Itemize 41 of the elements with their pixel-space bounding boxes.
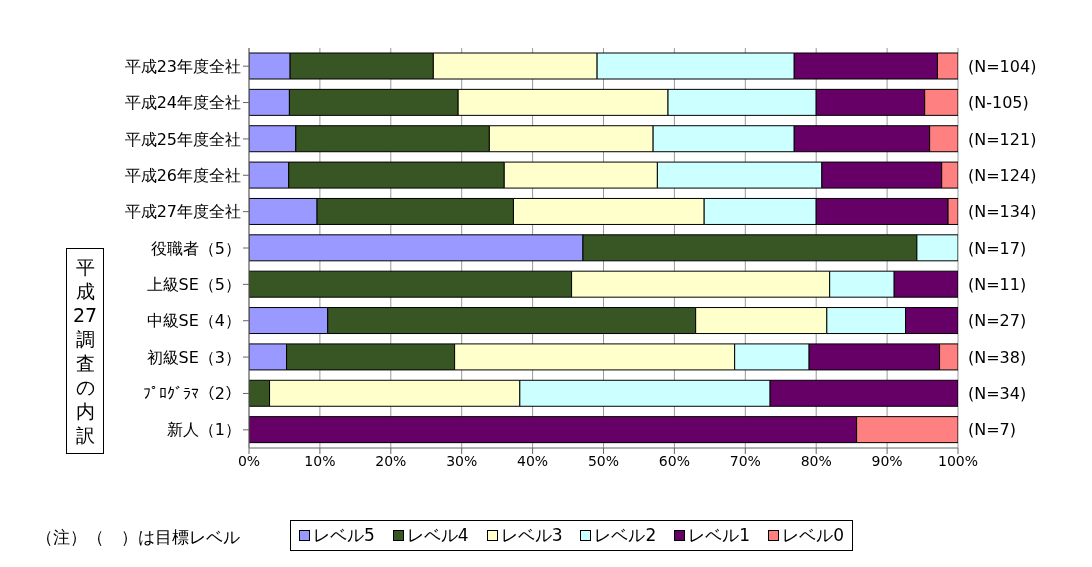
text: (N=124) xyxy=(968,165,1037,185)
legend-label: レベル2 xyxy=(593,524,657,547)
y-tick-label: 役職者（5） xyxy=(150,238,241,258)
x-tick-label: 70% xyxy=(729,452,761,469)
text: (N=121) xyxy=(968,129,1037,149)
text: (N=17) xyxy=(968,238,1027,258)
legend-label: レベル0 xyxy=(781,524,844,547)
y-tick-label: 平成27年度全社 xyxy=(124,202,241,222)
legend-label: レベル4 xyxy=(405,524,469,547)
text: (N=134) xyxy=(968,202,1037,222)
legend-label: レベル1 xyxy=(687,524,751,547)
y-tick-label: 新人（1） xyxy=(166,420,241,440)
text: (N=11) xyxy=(968,275,1027,295)
legend-label: レベル5 xyxy=(312,524,375,547)
x-tick-label: 30% xyxy=(446,452,478,469)
y-tick-label: 平成23年度全社 xyxy=(124,56,241,76)
text: (N=27) xyxy=(968,311,1027,331)
x-tick-label: 80% xyxy=(800,452,832,469)
text: (N-105) xyxy=(968,93,1029,113)
x-tick-label: 90% xyxy=(871,452,903,469)
text: (N=104) xyxy=(968,56,1037,76)
legend-label: レベル3 xyxy=(499,524,563,547)
text: (N=38) xyxy=(968,347,1027,367)
x-tick-label: 100% xyxy=(937,452,979,469)
text: 平成27調査の内訳 xyxy=(73,255,98,447)
y-tick-label: 平成25年度全社 xyxy=(124,129,241,149)
text: (N=34) xyxy=(968,384,1027,404)
y-tick-label: 上級SE（5） xyxy=(146,275,241,295)
y-tick-label: 平成26年度全社 xyxy=(124,165,241,185)
x-tick-label: 40% xyxy=(517,452,549,469)
y-tick-label: 平成24年度全社 xyxy=(124,93,241,113)
x-tick-label: 50% xyxy=(587,452,620,469)
y-tick-label: 初級SE（3） xyxy=(146,347,241,367)
y-tick-label: ﾌﾟﾛｸﾞﾗﾏ（2） xyxy=(142,384,241,404)
x-tick-label: 0% xyxy=(237,452,261,469)
y-tick-label: 中級SE（4） xyxy=(146,311,241,331)
x-tick-label: 60% xyxy=(658,452,690,469)
x-tick-label: 10% xyxy=(304,452,336,469)
text: (N=7) xyxy=(968,420,1017,440)
text: （注）（ ）は目標レベル xyxy=(36,526,240,549)
x-tick-label: 20% xyxy=(375,452,407,469)
